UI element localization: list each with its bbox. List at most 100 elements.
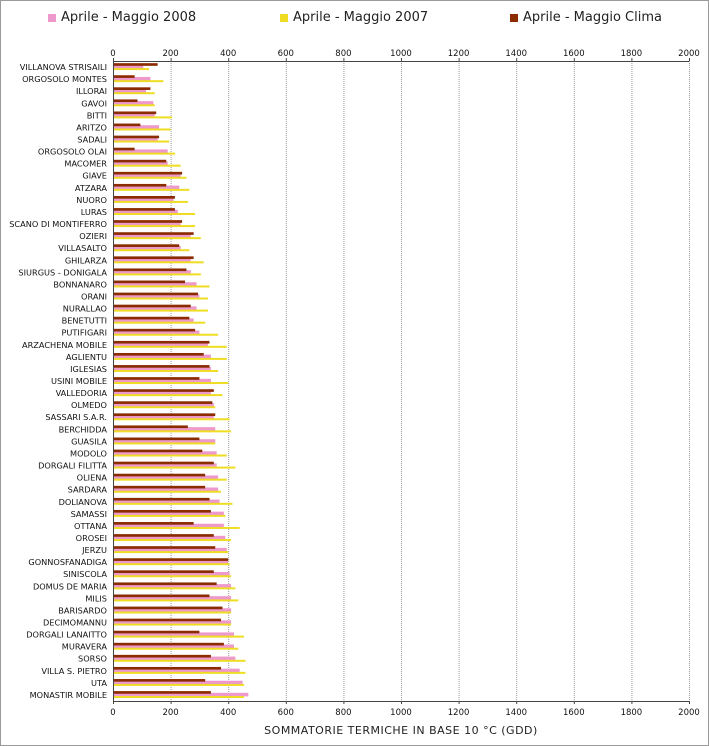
- bar-2008-19: [113, 294, 200, 298]
- category-label-1: ORGOSOLO MONTES: [22, 74, 107, 84]
- bar-2007-17: [113, 273, 201, 276]
- bar-2008-7: [113, 149, 168, 154]
- bar-clima-32: [113, 449, 203, 453]
- category-label-11: NUORO: [76, 195, 107, 205]
- bar-2007-42: [113, 575, 232, 578]
- bar-2008-32: [113, 451, 217, 455]
- legend-label-2008: Aprile - Maggio 2008: [61, 10, 197, 25]
- legend-swatch-2008: [48, 13, 56, 22]
- category-label-36: DOLIANOVA: [59, 497, 108, 507]
- category-label-39: OROSEI: [76, 533, 107, 543]
- category-label-26: USINI MOBILE: [51, 376, 107, 386]
- bar-clima-1: [113, 75, 135, 78]
- x-tick-label-bottom-8: 1600: [563, 708, 585, 718]
- x-tick-label-bottom-5: 1000: [390, 708, 412, 718]
- category-label-9: GIAVE: [82, 171, 107, 181]
- x-tick-label-top-5: 1000: [390, 49, 412, 59]
- category-label-5: ARITZO: [76, 122, 107, 132]
- category-label-21: BENETUTTI: [62, 316, 107, 326]
- category-label-24: AGLIENTU: [66, 352, 107, 362]
- bar-2008-50: [113, 668, 240, 673]
- category-label-37: SAMASSI: [71, 509, 107, 519]
- bar-2008-3: [113, 101, 154, 105]
- category-label-29: SASSARI S.A.R.: [45, 412, 107, 422]
- bar-2008-29: [113, 415, 214, 419]
- bar-2007-43: [113, 587, 236, 590]
- bar-clima-51: [113, 679, 206, 682]
- category-label-14: OZIERI: [79, 231, 107, 241]
- category-label-44: MILIS: [85, 593, 107, 603]
- bar-2007-16: [113, 261, 204, 264]
- bar-2007-14: [113, 237, 201, 240]
- x-tick-label-bottom-9: 1800: [621, 708, 643, 718]
- bar-2007-26: [113, 382, 229, 385]
- bar-2008-35: [113, 487, 219, 492]
- bar-2007-24: [113, 357, 227, 360]
- bar-clima-16: [113, 256, 194, 260]
- bar-2007-49: [113, 659, 246, 662]
- bar-2007-6: [113, 140, 170, 143]
- bar-clima-15: [113, 244, 180, 247]
- bar-2007-3: [113, 104, 155, 107]
- bar-2008-39: [113, 535, 226, 540]
- category-label-34: OLIENA: [77, 473, 108, 483]
- bar-clima-37: [113, 509, 211, 513]
- bar-clima-21: [113, 316, 190, 320]
- bar-2008-49: [113, 656, 236, 661]
- category-label-48: MURAVERA: [62, 642, 108, 652]
- legend-item-2008: Aprile - Maggio 2008: [48, 10, 196, 25]
- category-label-15: VILLASALTO: [58, 243, 107, 253]
- bar-2007-25: [113, 369, 219, 372]
- category-label-13: SCANO DI MONTIFERRO: [9, 219, 107, 229]
- bar-2008-47: [113, 632, 234, 637]
- bar-2007-28: [113, 406, 216, 409]
- bar-2008-23: [113, 342, 209, 347]
- x-tick-label-top-0: 0: [110, 49, 115, 59]
- bar-2007-47: [113, 635, 245, 638]
- bar-clima-29: [113, 413, 216, 417]
- category-label-38: OTTANA: [74, 521, 107, 531]
- category-label-32: MODOLO: [70, 448, 107, 458]
- bar-2008-0: [113, 64, 144, 69]
- category-label-31: GUASILA: [71, 436, 107, 446]
- bar-clima-13: [113, 220, 183, 223]
- bar-2008-6: [113, 137, 158, 141]
- bar-2007-0: [113, 68, 149, 71]
- bar-2007-18: [113, 285, 210, 288]
- bar-2008-15: [113, 246, 181, 250]
- x-tick-label-bottom-7: 1400: [505, 708, 527, 718]
- bar-2007-39: [113, 539, 232, 542]
- x-tick-label-top-1: 200: [162, 49, 178, 59]
- bar-2007-48: [113, 647, 239, 650]
- bar-2007-13: [113, 225, 196, 228]
- bar-clima-43: [113, 582, 217, 586]
- bar-2007-30: [113, 430, 232, 433]
- category-label-30: BERCHIDDA: [59, 424, 108, 434]
- bar-2008-52: [113, 692, 249, 697]
- bar-2008-14: [113, 233, 191, 238]
- bar-2008-45: [113, 608, 232, 612]
- bar-2008-18: [113, 282, 197, 286]
- bar-2007-50: [113, 671, 246, 674]
- bar-2007-15: [113, 249, 190, 252]
- bar-2008-34: [113, 475, 219, 480]
- bar-2007-44: [113, 599, 239, 602]
- bar-clima-44: [113, 594, 210, 598]
- x-tick-label-bottom-10: 2000: [678, 708, 700, 718]
- x-tick-label-bottom-0: 0: [110, 708, 115, 718]
- bar-2007-37: [113, 514, 226, 517]
- bar-2007-36: [113, 502, 233, 505]
- bar-clima-10: [113, 183, 167, 187]
- category-label-19: ORANI: [81, 291, 107, 301]
- bar-2008-51: [113, 680, 243, 685]
- bar-clima-47: [113, 630, 200, 634]
- bar-clima-23: [113, 340, 210, 344]
- bar-2008-25: [113, 366, 211, 371]
- category-label-42: SINISCOLA: [63, 569, 107, 579]
- bar-2008-9: [113, 173, 181, 178]
- bar-2008-10: [113, 185, 180, 190]
- bar-clima-24: [113, 352, 204, 356]
- bar-clima-45: [113, 606, 223, 610]
- category-label-12: LURAS: [81, 207, 107, 217]
- bar-clima-5: [113, 123, 141, 127]
